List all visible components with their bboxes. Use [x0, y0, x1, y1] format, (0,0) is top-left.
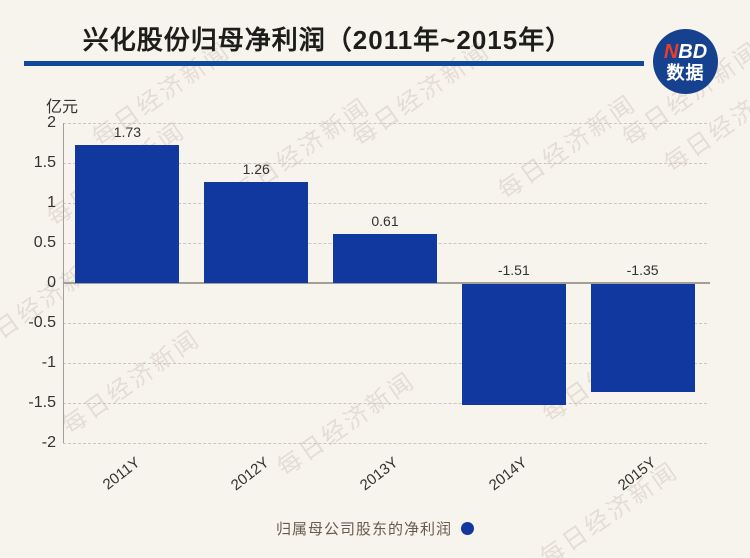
watermark-text: 每日经济新闻	[57, 324, 206, 440]
legend-marker-dot	[461, 522, 474, 535]
y-axis-tick-label: 0	[47, 274, 56, 291]
y-axis-unit-label: 亿元	[46, 99, 79, 116]
y-axis-tick-label: 1.5	[33, 154, 56, 171]
gridline	[63, 363, 707, 364]
y-axis-tick-label: 2	[47, 114, 56, 131]
x-axis-label-2014Y: 2014Y	[485, 454, 531, 495]
y-axis-tick-label: 0.5	[33, 234, 56, 251]
bar-value-label: -1.35	[626, 262, 659, 278]
x-axis-label-2011Y: 2011Y	[100, 454, 144, 494]
watermark-text: 每日经济新闻	[493, 89, 642, 205]
y-axis-tick-label: -1.5	[28, 394, 56, 411]
gridline	[63, 203, 707, 204]
y-axis-tick-label: -0.5	[28, 314, 56, 331]
zero-axis-line	[63, 282, 710, 284]
logo-letters-bd: BD	[678, 40, 708, 63]
y-axis-tick-label: 1	[47, 194, 56, 211]
x-axis-label-2012Y: 2012Y	[228, 454, 273, 495]
bar-value-label: 1.26	[242, 161, 270, 178]
x-axis-label-2013Y: 2013Y	[356, 454, 402, 495]
y-axis-tick-label: -1	[41, 354, 56, 371]
y-axis-tick-label: -2	[41, 434, 56, 451]
logo-letter-n: N	[663, 40, 679, 63]
bar-2014Y	[461, 284, 566, 405]
gridline	[63, 403, 707, 404]
gridline	[63, 163, 707, 164]
legend: 归属母公司股东的净利润	[0, 518, 750, 539]
bar-value-label: 1.73	[113, 123, 142, 140]
y-axis-line	[63, 123, 64, 443]
gridline	[63, 443, 707, 444]
logo-nbd-text: NBD	[664, 42, 707, 62]
bar-value-label: 0.61	[371, 213, 399, 230]
header: 兴化股份归母净利润（2011年~2015年）	[0, 20, 655, 57]
bar-2013Y	[333, 234, 437, 283]
nbd-logo: NBD 数据	[653, 29, 718, 94]
chart-title: 兴化股份归母净利润（2011年~2015年）	[82, 25, 573, 55]
bar-2011Y	[75, 144, 180, 283]
bar-2015Y	[590, 284, 695, 392]
title-underline	[24, 61, 644, 66]
gridline	[63, 123, 707, 124]
bar-2012Y	[204, 182, 309, 283]
logo-subtitle: 数据	[666, 62, 705, 83]
bar-value-label: -1.51	[497, 262, 530, 278]
gridline	[63, 323, 707, 324]
legend-label: 归属母公司股东的净利润	[275, 521, 452, 538]
